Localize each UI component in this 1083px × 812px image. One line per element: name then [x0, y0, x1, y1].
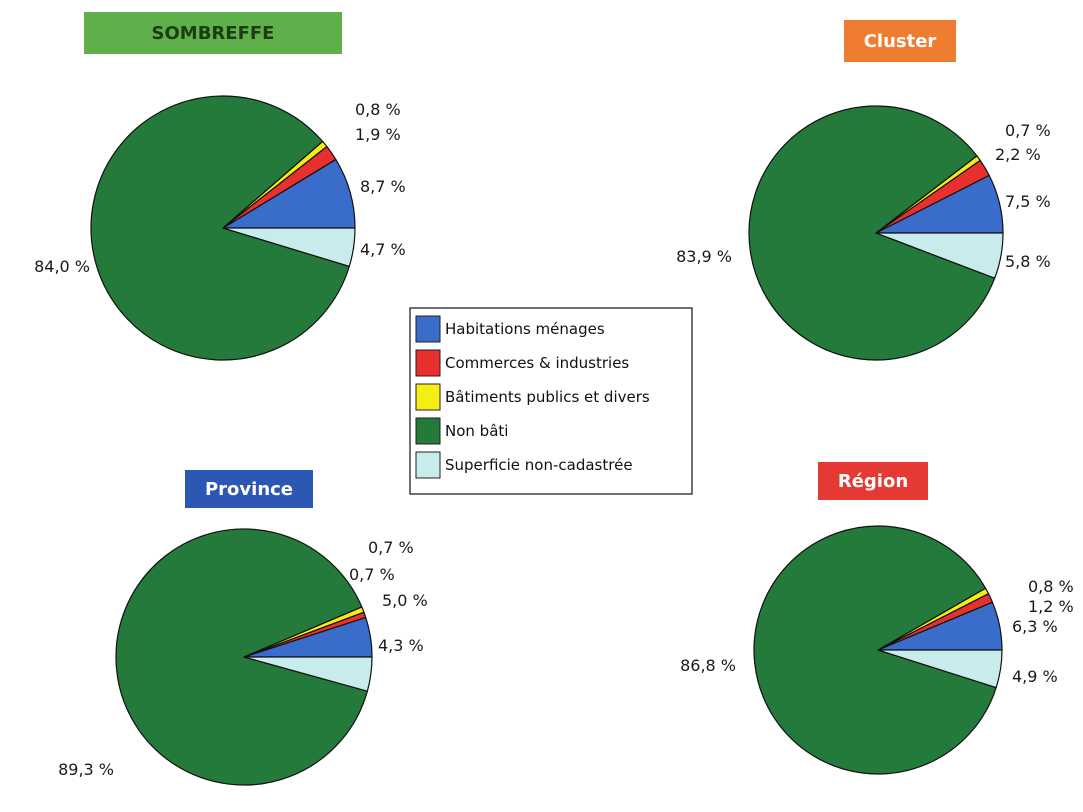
pies-layer: SOMBREFFE 8,7 % 1,9 % 0,8 % 84,0 % 4,7 % Clust…	[34, 12, 1074, 786]
data-label-batiments-publics-et-divers: 0,7 %	[1005, 121, 1051, 140]
pie-slice-superficie-non-cadastree	[877, 649, 1003, 689]
data-label-commerces-industries: 2,2 %	[995, 145, 1041, 164]
chart-title-badge	[818, 462, 928, 500]
legend-swatch-superficie-non-cadastree	[415, 451, 441, 479]
data-label-batiments-publics-et-divers: 0,8 %	[1028, 577, 1074, 596]
chart-title-badge	[185, 470, 313, 508]
legend-box	[409, 307, 693, 495]
pie-sombreffe: SOMBREFFE 8,7 % 1,9 % 0,8 % 84,0 % 4,7 %	[34, 12, 406, 361]
data-label-non-bati: 86,8 %	[680, 656, 736, 675]
chart-title: Province	[205, 479, 293, 500]
data-label-superficie-non-cadastree: 4,9 %	[1012, 667, 1058, 686]
pie-slice-non-bati	[748, 105, 996, 361]
pie-province: Province 5,0 % 0,7 % 0,7 % 89,3 % 4,3 %	[58, 470, 428, 786]
data-label-non-bati: 84,0 %	[34, 257, 90, 276]
legend-label-non-bati: Non bâti	[445, 422, 508, 440]
pie-slice-superficie-non-cadastree	[243, 656, 373, 692]
data-label-habitations-menages: 7,5 %	[1005, 192, 1051, 211]
legend-swatch-habitations-menages	[415, 315, 441, 343]
legend-swatch-commerces-industries	[415, 349, 441, 377]
chart-title: Région	[838, 471, 908, 492]
pie-slice-non-bati	[90, 95, 350, 361]
pie-slice-superficie-non-cadastree	[222, 227, 356, 267]
chart-title: SOMBREFFE	[152, 23, 275, 44]
legend-swatch-non-bati	[415, 417, 441, 445]
legend: Habitations ménages Commerces & industrie…	[409, 307, 693, 495]
data-label-superficie-non-cadastree: 5,8 %	[1005, 252, 1051, 271]
chart-title: Cluster	[864, 31, 937, 52]
data-label-batiments-publics-et-divers: 0,7 %	[368, 538, 414, 557]
chart-title-badge	[844, 20, 956, 62]
legend-label-superficie-non-cadastree: Superficie non-cadastrée	[445, 456, 633, 474]
legend-label-batiments-publics-et-divers: Bâtiments publics et divers	[445, 388, 650, 406]
data-label-habitations-menages: 6,3 %	[1012, 617, 1058, 636]
data-label-non-bati: 83,9 %	[676, 247, 732, 266]
data-label-habitations-menages: 8,7 %	[360, 177, 406, 196]
data-label-non-bati: 89,3 %	[58, 760, 114, 779]
legend-label-commerces-industries: Commerces & industries	[445, 354, 629, 372]
data-label-batiments-publics-et-divers: 0,8 %	[355, 100, 401, 119]
pie-slice-superficie-non-cadastree	[875, 232, 1004, 279]
pie-cluster: Cluster 7,5 % 2,2 % 0,7 % 83,9 % 5,8 %	[676, 20, 1051, 361]
data-label-commerces-industries: 0,7 %	[349, 565, 395, 584]
pie-region: Région 6,3 %1,2 %0,8 % 86,8 % 4,9 %	[680, 462, 1074, 775]
data-label-commerces-industries: 1,2 %	[1028, 597, 1074, 616]
legend-swatch-batiments-publics-et-divers	[415, 383, 441, 411]
data-label-superficie-non-cadastree: 4,3 %	[378, 636, 424, 655]
chart-title-badge	[84, 12, 342, 54]
legend-label-habitations-menages: Habitations ménages	[445, 320, 605, 338]
pie-slice-non-bati	[115, 528, 368, 786]
data-label-superficie-non-cadastree: 4,7 %	[360, 240, 406, 259]
data-label-habitations-menages: 5,0 %	[382, 591, 428, 610]
data-label-commerces-industries: 1,9 %	[355, 125, 401, 144]
pie-slice-non-bati	[753, 525, 997, 775]
